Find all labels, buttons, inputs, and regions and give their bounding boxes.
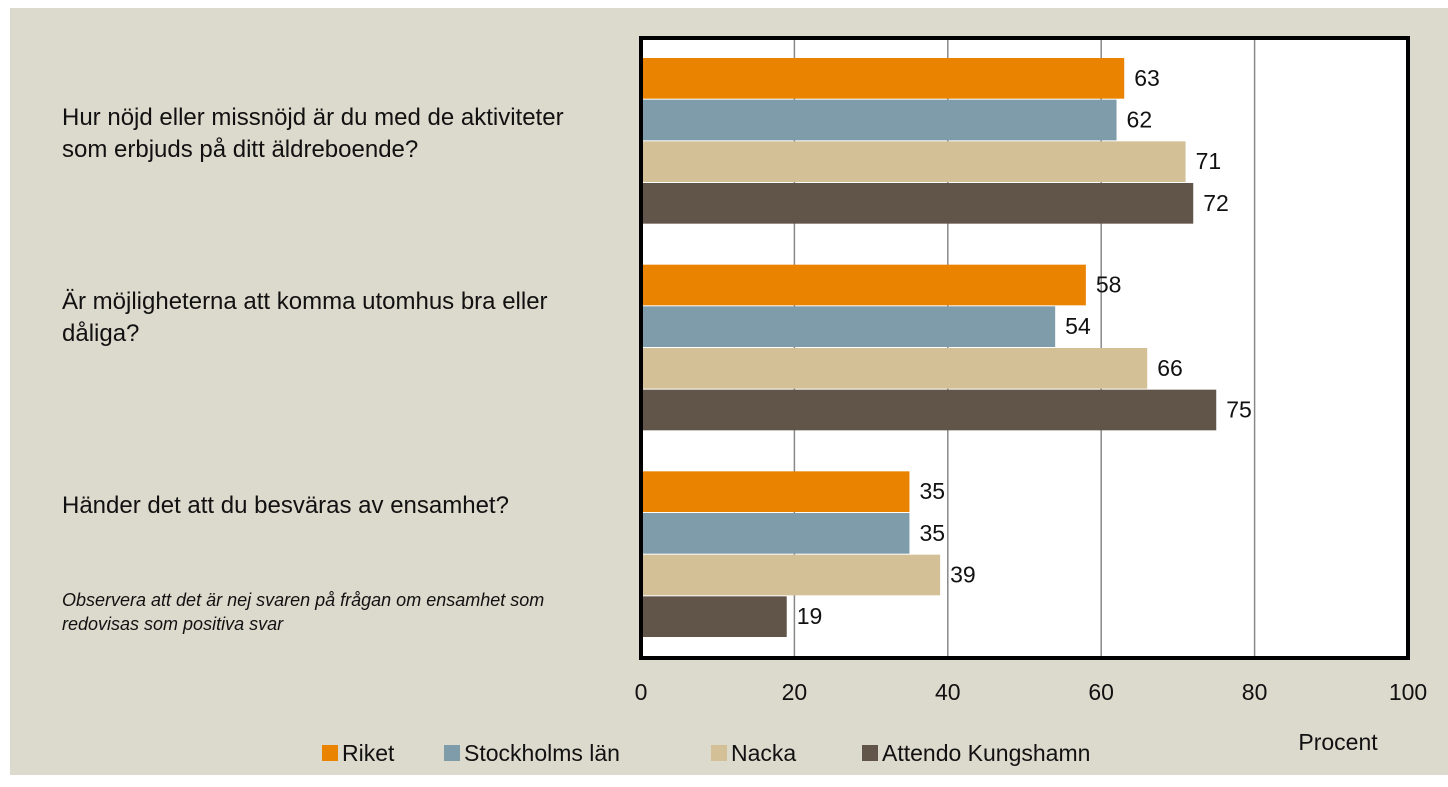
category-label: Är möjligheterna att komma utomhus bra e… bbox=[62, 288, 548, 347]
data-label: 58 bbox=[1096, 272, 1122, 298]
legend-swatch bbox=[711, 745, 727, 761]
bar bbox=[641, 99, 1117, 141]
category-label: Händer det att du besväras av ensamhet? bbox=[62, 492, 509, 519]
data-label: 72 bbox=[1203, 190, 1229, 216]
x-tick-label: 100 bbox=[1389, 679, 1427, 705]
bar bbox=[641, 513, 910, 554]
plot-border bbox=[639, 36, 1410, 660]
legend-label: Riket bbox=[342, 740, 395, 766]
bar bbox=[641, 306, 1056, 347]
legend-label: Stockholms län bbox=[464, 740, 620, 766]
data-label: 54 bbox=[1065, 313, 1091, 339]
data-label: 75 bbox=[1226, 397, 1252, 423]
data-label: 35 bbox=[919, 520, 945, 546]
annotation: Observera att det är nej svaren på fråga… bbox=[62, 590, 545, 634]
category-label: Hur nöjd eller missnöjd är du med de akt… bbox=[62, 104, 564, 163]
data-label: 19 bbox=[797, 603, 823, 629]
x-tick-label: 0 bbox=[635, 679, 648, 705]
bar bbox=[641, 554, 941, 596]
bar bbox=[641, 348, 1148, 389]
bar bbox=[641, 141, 1186, 182]
legend-label: Nacka bbox=[731, 740, 796, 766]
x-tick-label: 60 bbox=[1088, 679, 1114, 705]
legend-label: Attendo Kungshamn bbox=[882, 740, 1090, 766]
data-label: 39 bbox=[950, 562, 976, 588]
data-label: 66 bbox=[1157, 355, 1183, 381]
bar bbox=[641, 58, 1125, 99]
bar bbox=[641, 389, 1217, 431]
bar bbox=[641, 596, 787, 637]
legend-swatch bbox=[444, 745, 460, 761]
legend-swatch bbox=[322, 745, 338, 761]
data-label: 62 bbox=[1127, 107, 1153, 133]
data-label: 63 bbox=[1134, 65, 1160, 91]
bar bbox=[641, 183, 1194, 224]
x-tick-label: 80 bbox=[1242, 679, 1268, 705]
legend-swatch bbox=[862, 745, 878, 761]
data-label: 35 bbox=[919, 478, 945, 504]
data-label: 71 bbox=[1196, 148, 1222, 174]
x-tick-label: 40 bbox=[935, 679, 961, 705]
x-axis-label: Procent bbox=[1298, 729, 1378, 755]
bar bbox=[641, 471, 910, 512]
x-tick-label: 20 bbox=[782, 679, 808, 705]
bar bbox=[641, 264, 1086, 306]
